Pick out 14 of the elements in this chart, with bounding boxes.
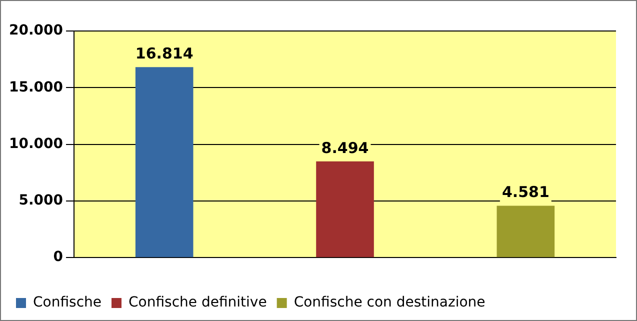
legend-label: Confische definitive — [128, 294, 267, 311]
y-tick-label: 0 — [53, 249, 64, 266]
data-label: 16.814 — [135, 44, 194, 62]
bar — [496, 206, 555, 258]
data-label: 4.581 — [502, 183, 550, 202]
y-tick-label: 5.000 — [18, 192, 64, 209]
y-tick-label: 10.000 — [8, 136, 64, 152]
legend-label: Confische — [33, 294, 102, 311]
y-tick-label: 20.000 — [8, 22, 64, 39]
legend-label: Confische con destinazione — [294, 294, 486, 311]
bar — [135, 67, 194, 258]
data-label: 8.494 — [321, 138, 369, 157]
y-tick-label: 15.000 — [8, 79, 64, 96]
bar — [316, 161, 374, 258]
